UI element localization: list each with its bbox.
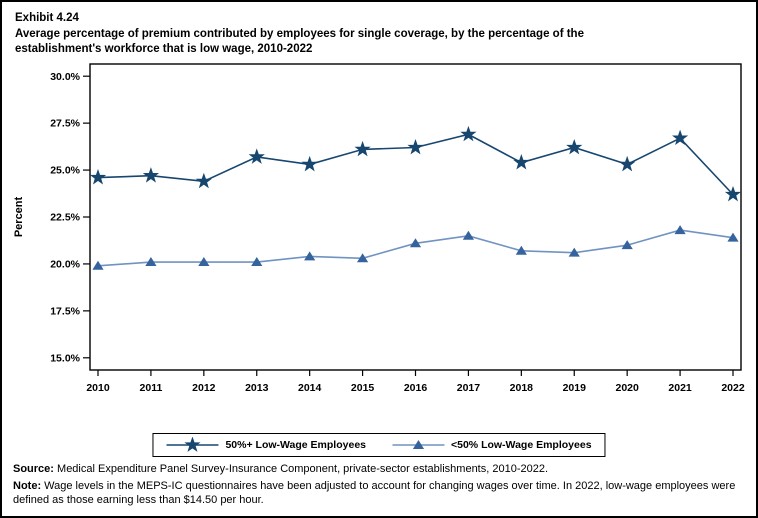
x-tick-label: 2012 [192, 382, 216, 394]
triangle-marker [304, 251, 316, 261]
x-tick-label: 2016 [404, 382, 428, 394]
x-tick-label: 2015 [351, 382, 375, 394]
triangle-marker [568, 247, 580, 257]
triangle-marker [674, 225, 686, 235]
x-tick-label: 2014 [298, 382, 322, 394]
x-tick-label: 2020 [615, 382, 639, 394]
triangle-marker [145, 257, 157, 267]
star-marker [407, 139, 424, 155]
star-marker [460, 125, 477, 142]
x-tick-label: 2017 [457, 382, 481, 394]
x-tick-label: 2011 [140, 382, 163, 394]
footer-notes: Source: Medical Expenditure Panel Survey… [13, 462, 747, 510]
y-tick-label: 30.0% [50, 71, 80, 83]
page-title-line2: establishment's workforce that is low wa… [15, 43, 313, 56]
series-line [97, 229, 734, 267]
method-note: Note: Wage levels in the MEPS-IC questio… [13, 479, 747, 507]
star-marker [89, 169, 107, 185]
y-tick-label: 27.5% [50, 118, 80, 130]
x-tick-label: 2013 [245, 382, 269, 394]
x-tick-label: 2021 [668, 382, 692, 394]
exhibit-label: Exhibit 4.24 [15, 12, 79, 24]
title-block: Exhibit 4.24 Average percentage of premi… [15, 11, 584, 58]
triangle-marker [515, 245, 527, 255]
star-marker [195, 172, 212, 189]
legend-marker [166, 437, 219, 452]
y-tick-label: 15.0% [50, 352, 80, 364]
triangle-marker [621, 240, 633, 250]
note-label: Note: [13, 480, 42, 493]
source-note: Source: Medical Expenditure Panel Survey… [13, 462, 747, 476]
triangle-marker [356, 253, 369, 263]
legend-item: <50% Low-Wage Employees [392, 437, 592, 453]
source-text: Medical Expenditure Panel Survey-Insuran… [53, 463, 549, 475]
x-tick-label: 2022 [721, 382, 745, 394]
star-marker [566, 139, 583, 155]
x-tick-label: 2019 [563, 382, 587, 394]
legend-label: <50% Low-Wage Employees [451, 439, 592, 451]
y-tick-label: 17.5% [50, 305, 80, 317]
y-tick-label: 20.0% [50, 259, 80, 271]
x-tick-label: 2010 [86, 382, 110, 394]
plot-frame [89, 63, 742, 371]
legend-label: 50%+ Low-Wage Employees [225, 439, 366, 451]
star-marker [671, 129, 689, 146]
source-label: Source: [13, 463, 54, 475]
note-text: Wage levels in the MEPS-IC questionnaire… [13, 480, 736, 507]
legend-marker [392, 440, 444, 449]
star-marker [619, 155, 636, 172]
triangle-marker [92, 260, 104, 270]
legend-item: 50%+ Low-Wage Employees [166, 437, 366, 453]
triangle-marker [251, 257, 263, 267]
triangle-marker [409, 238, 422, 248]
x-tick-label: 2018 [510, 382, 534, 394]
y-tick-label: 22.5% [50, 212, 80, 224]
star-marker [184, 437, 201, 452]
page-title-line1: Average percentage of premium contribute… [15, 27, 584, 40]
line-chart: 30.0% 27.5% 25.0% 22.5% 20.0% 17.5% 15.0% 2010 2… [13, 63, 745, 394]
triangle-marker [727, 232, 739, 242]
star-marker [142, 167, 160, 183]
y-axis-title: Percent [13, 196, 25, 237]
star-marker [724, 185, 742, 202]
star-marker [513, 154, 530, 170]
triangle-marker [412, 440, 424, 449]
star-marker [301, 155, 318, 172]
triangle-marker [198, 257, 210, 267]
star-marker [354, 140, 371, 157]
triangle-marker [462, 230, 475, 240]
star-marker [248, 148, 265, 164]
chart-legend: 50%+ Low-Wage Employees <50% Low-Wage Emp… [152, 433, 606, 457]
y-tick-label: 25.0% [50, 165, 80, 177]
